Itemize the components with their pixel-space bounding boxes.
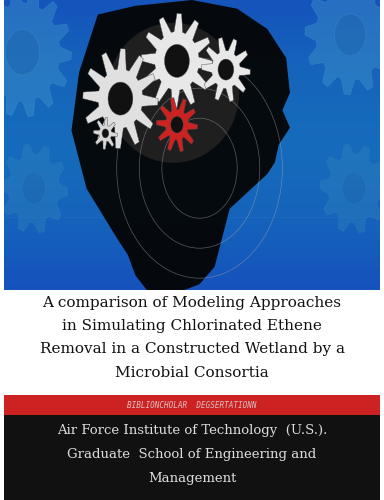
Bar xyxy=(4,80,380,87)
Bar xyxy=(4,0,380,290)
Circle shape xyxy=(164,44,189,78)
Polygon shape xyxy=(320,144,384,233)
Bar xyxy=(4,203,380,210)
Bar xyxy=(4,218,380,225)
Bar xyxy=(4,102,380,109)
Bar xyxy=(4,415,380,500)
Text: A comparison of Modeling Approaches: A comparison of Modeling Approaches xyxy=(43,296,341,310)
Bar xyxy=(4,109,380,116)
Bar xyxy=(4,44,380,51)
Bar xyxy=(4,232,380,239)
Bar xyxy=(4,246,380,254)
Text: Graduate  School of Engineering and: Graduate School of Engineering and xyxy=(67,448,317,461)
Bar xyxy=(4,261,380,268)
Circle shape xyxy=(108,82,133,115)
Circle shape xyxy=(170,116,183,133)
Bar xyxy=(4,87,380,94)
Circle shape xyxy=(22,173,46,204)
Bar xyxy=(4,276,380,282)
Polygon shape xyxy=(305,0,384,95)
Bar xyxy=(4,240,380,246)
Bar xyxy=(4,72,380,80)
Bar xyxy=(4,130,380,138)
Bar xyxy=(4,196,380,203)
Bar xyxy=(4,22,380,29)
Bar xyxy=(4,51,380,58)
Bar xyxy=(4,174,380,181)
Circle shape xyxy=(102,129,109,138)
Bar xyxy=(4,145,380,152)
Bar xyxy=(4,94,380,102)
Bar xyxy=(4,181,380,188)
Bar xyxy=(4,160,380,167)
Bar xyxy=(4,14,380,21)
Bar xyxy=(4,282,380,290)
Polygon shape xyxy=(141,14,213,108)
Bar xyxy=(4,225,380,232)
Bar xyxy=(4,167,380,174)
Bar xyxy=(4,268,380,276)
Polygon shape xyxy=(71,0,290,290)
Circle shape xyxy=(334,14,366,56)
Bar xyxy=(4,36,380,44)
Bar xyxy=(4,0,380,290)
Bar xyxy=(4,395,380,415)
Bar xyxy=(4,116,380,123)
Bar xyxy=(4,152,380,160)
Text: Removal in a Constructed Wetland by a: Removal in a Constructed Wetland by a xyxy=(40,342,344,356)
Bar xyxy=(4,254,380,261)
Circle shape xyxy=(218,59,234,80)
Bar xyxy=(4,58,380,66)
Bar xyxy=(4,0,380,7)
Polygon shape xyxy=(0,144,68,233)
Text: Microbial Consortia: Microbial Consortia xyxy=(115,366,269,380)
Circle shape xyxy=(5,30,40,75)
Text: Management: Management xyxy=(148,472,236,486)
Polygon shape xyxy=(0,0,71,117)
Bar xyxy=(4,7,380,14)
Text: Air Force Institute of Technology  (U.S.).: Air Force Institute of Technology (U.S.)… xyxy=(57,424,327,437)
Ellipse shape xyxy=(107,23,239,163)
Polygon shape xyxy=(93,118,118,150)
Text: in Simulating Chlorinated Ethene: in Simulating Chlorinated Ethene xyxy=(62,319,322,333)
Circle shape xyxy=(342,173,366,204)
Bar xyxy=(4,188,380,196)
Polygon shape xyxy=(156,98,198,152)
Polygon shape xyxy=(83,48,158,148)
Bar xyxy=(4,65,380,72)
Bar xyxy=(4,29,380,36)
Bar xyxy=(4,290,380,395)
Bar xyxy=(4,210,380,218)
Text: BIBLIONCHOLAR  DEGSERTATIONN: BIBLIONCHOLAR DEGSERTATIONN xyxy=(127,400,257,409)
Polygon shape xyxy=(202,38,250,102)
Bar xyxy=(4,138,380,145)
Bar xyxy=(4,123,380,130)
